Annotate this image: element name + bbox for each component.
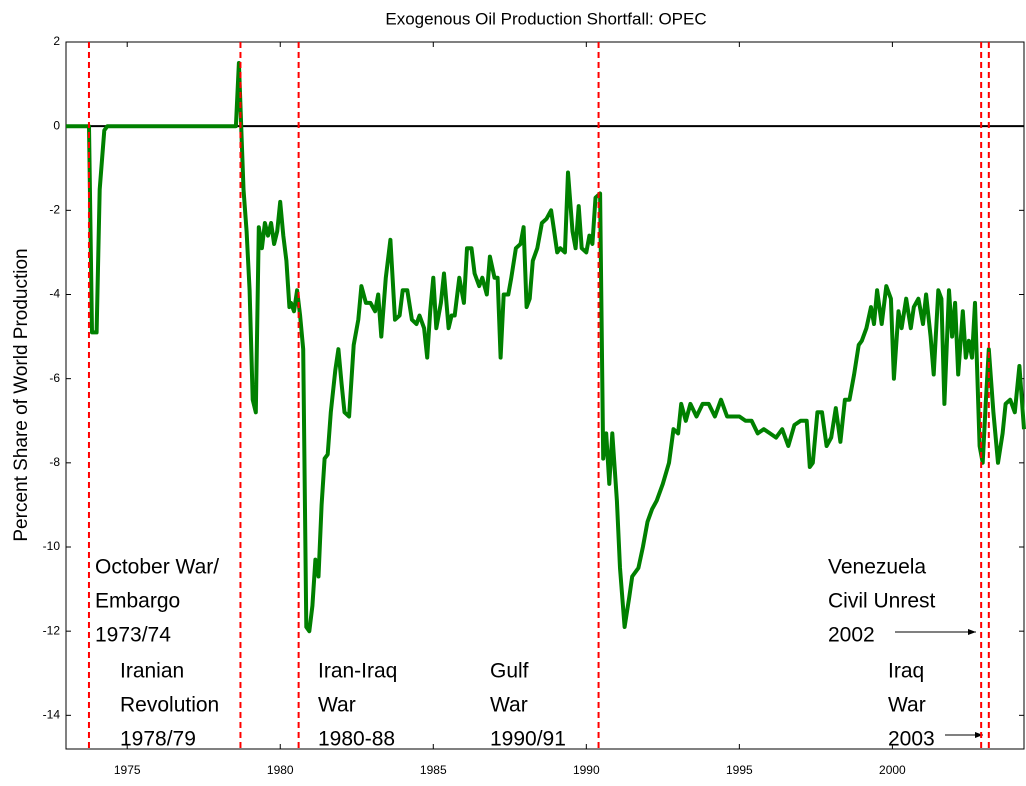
x-tick-label: 1975 <box>114 763 141 777</box>
chart-title: Exogenous Oil Production Shortfall: OPEC <box>385 9 706 28</box>
annotation: Civil Unrest <box>828 590 936 613</box>
annotation: 1973/74 <box>95 624 171 647</box>
annotation: Iranian <box>120 660 184 683</box>
y-tick-label: -12 <box>43 623 61 637</box>
annotation: 1980-88 <box>318 728 395 751</box>
data-line <box>66 61 1026 634</box>
y-tick-label: -2 <box>49 203 60 217</box>
annotation: 2002 <box>828 624 875 647</box>
annotation: Embargo <box>95 590 180 613</box>
y-tick-label: 0 <box>53 118 60 132</box>
annotation: 2003 <box>888 728 935 751</box>
annotation: 1990/91 <box>490 728 566 751</box>
annotation: Gulf <box>490 660 529 683</box>
annotation: October War/ <box>95 556 219 579</box>
x-tick-label: 1990 <box>573 763 600 777</box>
y-tick-label: -8 <box>49 455 60 469</box>
annotation: Revolution <box>120 694 219 717</box>
x-tick-label: 2000 <box>879 763 906 777</box>
x-tick-label: 1985 <box>420 763 447 777</box>
y-tick-label: 2 <box>53 34 60 48</box>
annotation: Iraq <box>888 660 924 683</box>
y-tick-label: -14 <box>43 708 61 722</box>
y-tick-label: -6 <box>49 371 60 385</box>
annotation: Venezuela <box>828 556 926 579</box>
annotation: Iran-Iraq <box>318 660 397 683</box>
y-tick-label: -4 <box>49 287 60 301</box>
annotation: War <box>490 694 528 717</box>
plot-frame <box>65 41 1025 750</box>
x-tick-label: 1980 <box>267 763 294 777</box>
annotation: 1978/79 <box>120 728 196 751</box>
annotation: War <box>318 694 356 717</box>
x-tick-label: 1995 <box>726 763 753 777</box>
y-tick-label: -10 <box>43 539 61 553</box>
y-axis-label: Percent Share of World Production <box>11 248 32 541</box>
annotation: War <box>888 694 926 717</box>
